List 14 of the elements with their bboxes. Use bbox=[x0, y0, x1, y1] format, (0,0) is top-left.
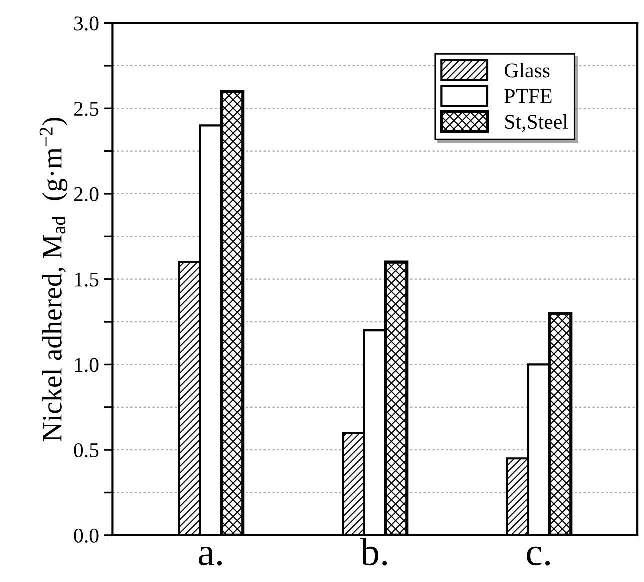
x-tick-label: a. bbox=[198, 546, 222, 566]
y-tick-label: 2.0 bbox=[74, 187, 99, 202]
y-tick-label: 0.5 bbox=[74, 443, 99, 458]
x-tick-label: c. bbox=[527, 546, 550, 566]
y-tick-label: 3.0 bbox=[74, 16, 99, 31]
y-tick-label: 2.5 bbox=[74, 102, 99, 116]
y-tick-label: 1.5 bbox=[75, 272, 99, 287]
y-axis-title: Nickel adhered, M$_{ad}$ (g·m$^{−2}$) bbox=[40, 118, 68, 442]
x-tick-label: b. bbox=[360, 538, 388, 566]
y-tick-label: 0.0 bbox=[74, 528, 99, 543]
legend-label: St,Steel bbox=[506, 114, 568, 132]
y-tick-label: 1.0 bbox=[75, 358, 99, 372]
legend-label: PTFE bbox=[504, 90, 552, 104]
legend-label: Glass bbox=[505, 63, 550, 78]
